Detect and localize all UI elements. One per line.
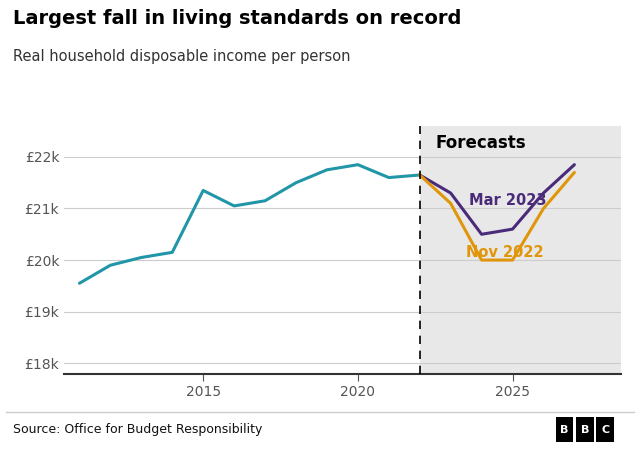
Text: C: C [602,425,609,435]
FancyBboxPatch shape [576,418,594,442]
Text: Forecasts: Forecasts [435,134,526,152]
Bar [420,126,640,374]
Text: Nov 2022: Nov 2022 [466,245,544,260]
Text: Mar 2023: Mar 2023 [469,193,547,208]
Text: Source: Office for Budget Responsibility: Source: Office for Budget Responsibility [13,423,262,436]
Text: Real household disposable income per person: Real household disposable income per per… [13,50,350,64]
Text: Largest fall in living standards on record: Largest fall in living standards on reco… [13,9,461,28]
Text: B: B [560,425,569,435]
FancyBboxPatch shape [556,418,573,442]
Text: B: B [580,425,589,435]
FancyBboxPatch shape [596,418,614,442]
